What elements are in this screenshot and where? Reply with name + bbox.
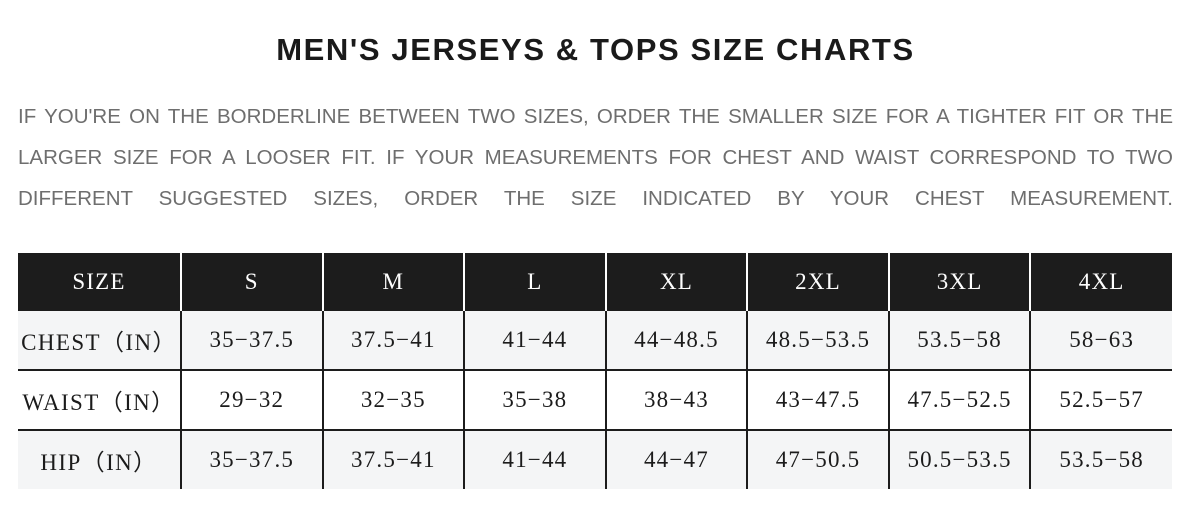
- column-header-m: M: [322, 253, 466, 311]
- cell-chest-4xl: 58−63: [1030, 311, 1172, 371]
- sizing-instructions: IF YOU'RE ON THE BORDERLINE BETWEEN TWO …: [18, 96, 1173, 260]
- cell-hip-3xl: 50.5−53.5: [888, 430, 1032, 489]
- table-header: SIZE S M L XL 2XL 3XL 4XL: [18, 253, 1172, 311]
- column-header-2xl: 2XL: [747, 253, 890, 311]
- cell-chest-s: 35−37.5: [181, 311, 324, 371]
- cell-waist-l: 35−38: [464, 370, 607, 431]
- table-header-row: SIZE S M L XL 2XL 3XL 4XL: [18, 253, 1172, 311]
- cell-chest-l: 41−44: [464, 311, 607, 371]
- cell-chest-m: 37.5−41: [322, 311, 466, 371]
- row-label-waist: WAIST（IN）: [18, 370, 182, 431]
- column-header-s: S: [181, 253, 324, 311]
- table-row: WAIST（IN） 29−32 32−35 35−38 38−43 43−47.…: [18, 370, 1172, 431]
- page-title: MEN'S JERSEYS & TOPS SIZE CHARTS: [276, 32, 915, 67]
- row-label-chest: CHEST（IN）: [18, 311, 182, 371]
- cell-waist-s: 29−32: [181, 370, 324, 431]
- cell-hip-2xl: 47−50.5: [747, 430, 890, 489]
- table-row: HIP（IN） 35−37.5 37.5−41 41−44 44−47 47−5…: [18, 430, 1172, 489]
- size-chart-table: SIZE S M L XL 2XL 3XL 4XL CHEST（IN） 35−3…: [18, 253, 1172, 489]
- cell-hip-4xl: 53.5−58: [1030, 430, 1172, 489]
- cell-hip-s: 35−37.5: [181, 430, 324, 489]
- column-header-4xl: 4XL: [1030, 253, 1172, 311]
- table-row: CHEST（IN） 35−37.5 37.5−41 41−44 44−48.5 …: [18, 311, 1172, 371]
- column-header-l: L: [464, 253, 607, 311]
- cell-hip-l: 41−44: [464, 430, 607, 489]
- cell-waist-2xl: 43−47.5: [747, 370, 890, 431]
- row-label-hip: HIP（IN）: [18, 430, 182, 489]
- cell-chest-3xl: 53.5−58: [888, 311, 1032, 371]
- cell-chest-2xl: 48.5−53.5: [747, 311, 890, 371]
- cell-waist-4xl: 52.5−57: [1030, 370, 1172, 431]
- column-header-3xl: 3XL: [888, 253, 1032, 311]
- sizing-instructions-text: IF YOU'RE ON THE BORDERLINE BETWEEN TWO …: [18, 105, 1173, 210]
- column-header-xl: XL: [605, 253, 749, 311]
- cell-waist-m: 32−35: [322, 370, 466, 431]
- cell-waist-xl: 38−43: [605, 370, 749, 431]
- cell-hip-xl: 44−47: [605, 430, 749, 489]
- cell-hip-m: 37.5−41: [322, 430, 466, 489]
- cell-waist-3xl: 47.5−52.5: [888, 370, 1032, 431]
- cell-chest-xl: 44−48.5: [605, 311, 749, 371]
- table-body: CHEST（IN） 35−37.5 37.5−41 41−44 44−48.5 …: [18, 311, 1172, 489]
- column-header-size: SIZE: [18, 253, 182, 311]
